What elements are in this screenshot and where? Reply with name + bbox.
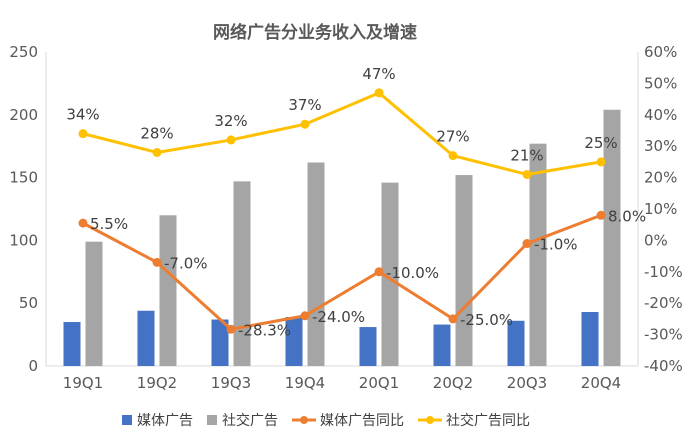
data-label: 21% bbox=[510, 146, 543, 164]
y-right-tick-label: 60% bbox=[644, 43, 677, 61]
legend: 媒体广告 社交广告 媒体广告同比 社交广告同比 bbox=[122, 412, 530, 429]
x-tick-label: 20Q3 bbox=[507, 374, 547, 392]
legend-label: 社交广告 bbox=[222, 412, 278, 429]
line-point bbox=[226, 324, 236, 334]
line-point bbox=[522, 239, 532, 249]
bar bbox=[307, 162, 325, 366]
lines-layer bbox=[78, 88, 606, 334]
data-label: -1.0% bbox=[534, 236, 578, 254]
data-label: -25.0% bbox=[460, 311, 513, 329]
bar bbox=[433, 324, 451, 366]
legend-label: 社交广告同比 bbox=[446, 412, 530, 429]
y-left-tick-label: 200 bbox=[9, 106, 38, 124]
line-point bbox=[152, 257, 162, 267]
y-right-tick-label: -30% bbox=[644, 326, 683, 344]
data-label: 5.5% bbox=[90, 215, 128, 233]
line-point bbox=[596, 210, 606, 220]
x-tick-label: 19Q1 bbox=[63, 374, 103, 392]
legend-label: 媒体广告同比 bbox=[320, 413, 404, 429]
bar bbox=[603, 109, 621, 366]
data-labels-layer: 34% 28% 32% 37% 47% 27% 21% 25% 5.5% -7.0% -28.3% -… bbox=[66, 65, 646, 339]
data-label: -7.0% bbox=[164, 254, 208, 272]
line-point bbox=[300, 119, 310, 129]
bar bbox=[581, 311, 599, 366]
data-label: -28.3% bbox=[238, 321, 291, 339]
y-right-tick-label: 30% bbox=[644, 137, 677, 155]
line-point bbox=[78, 218, 88, 228]
data-label: 27% bbox=[436, 128, 469, 146]
line-point bbox=[300, 311, 310, 321]
bar bbox=[233, 181, 251, 366]
data-label: 25% bbox=[584, 134, 617, 152]
data-label: 8.0% bbox=[608, 207, 646, 225]
line-point bbox=[152, 147, 162, 157]
x-tick-label: 20Q4 bbox=[581, 374, 621, 392]
y-right-tick-label: 50% bbox=[644, 74, 677, 92]
bar bbox=[381, 182, 399, 366]
data-label: 32% bbox=[214, 112, 247, 130]
y-right-tick-label: 20% bbox=[644, 169, 677, 187]
series-line bbox=[82, 213, 602, 331]
line-point bbox=[226, 135, 236, 145]
y-right-tick-label: 0% bbox=[644, 231, 668, 249]
bars-layer bbox=[63, 109, 621, 366]
data-label: 47% bbox=[362, 65, 395, 83]
y-right-tick-label: -10% bbox=[644, 263, 683, 281]
bar bbox=[285, 317, 303, 366]
line-point bbox=[448, 314, 458, 324]
data-label: -10.0% bbox=[386, 264, 439, 282]
data-label: 37% bbox=[288, 96, 321, 114]
line-point bbox=[448, 151, 458, 161]
line-point bbox=[374, 267, 384, 277]
bar bbox=[529, 143, 547, 366]
y-left-tick-label: 100 bbox=[9, 231, 38, 249]
y-right-tick-label: -20% bbox=[644, 294, 683, 312]
y-left-tick-label: 0 bbox=[28, 357, 38, 375]
line-point bbox=[522, 169, 532, 179]
legend-swatch-marker bbox=[426, 416, 434, 424]
bar bbox=[455, 175, 473, 366]
data-label: -24.0% bbox=[312, 308, 365, 326]
y-right-tick-label: 40% bbox=[644, 106, 677, 124]
bar bbox=[211, 319, 229, 366]
bar bbox=[85, 241, 103, 366]
bar bbox=[359, 327, 377, 366]
axes-layer: 050100150200250-40%-30%-20%-10%0%10%20%3… bbox=[9, 43, 682, 392]
x-tick-label: 19Q4 bbox=[285, 374, 325, 392]
line-point bbox=[374, 88, 384, 98]
y-right-tick-label: 10% bbox=[644, 200, 677, 218]
y-left-tick-label: 150 bbox=[9, 169, 38, 187]
data-label: 34% bbox=[66, 106, 99, 124]
y-right-tick-label: -40% bbox=[644, 357, 683, 375]
chart-title: 网络广告分业务收入及增速 bbox=[213, 22, 417, 43]
data-label: 28% bbox=[140, 124, 173, 142]
bar bbox=[159, 215, 177, 366]
x-tick-label: 20Q2 bbox=[433, 374, 473, 392]
x-tick-label: 19Q2 bbox=[137, 374, 177, 392]
legend-label: 媒体广告 bbox=[137, 413, 193, 429]
line-point bbox=[78, 129, 88, 139]
legend-swatch bbox=[207, 415, 217, 425]
bar bbox=[63, 322, 81, 366]
line-point bbox=[596, 157, 606, 167]
y-left-tick-label: 50 bbox=[19, 294, 38, 312]
bar bbox=[507, 320, 525, 366]
legend-swatch-marker bbox=[300, 416, 308, 424]
x-tick-label: 19Q3 bbox=[211, 374, 251, 392]
x-tick-label: 20Q1 bbox=[359, 374, 399, 392]
bar bbox=[137, 310, 155, 366]
legend-swatch bbox=[122, 415, 132, 425]
y-left-tick-label: 250 bbox=[9, 43, 38, 61]
series-line bbox=[82, 91, 602, 176]
